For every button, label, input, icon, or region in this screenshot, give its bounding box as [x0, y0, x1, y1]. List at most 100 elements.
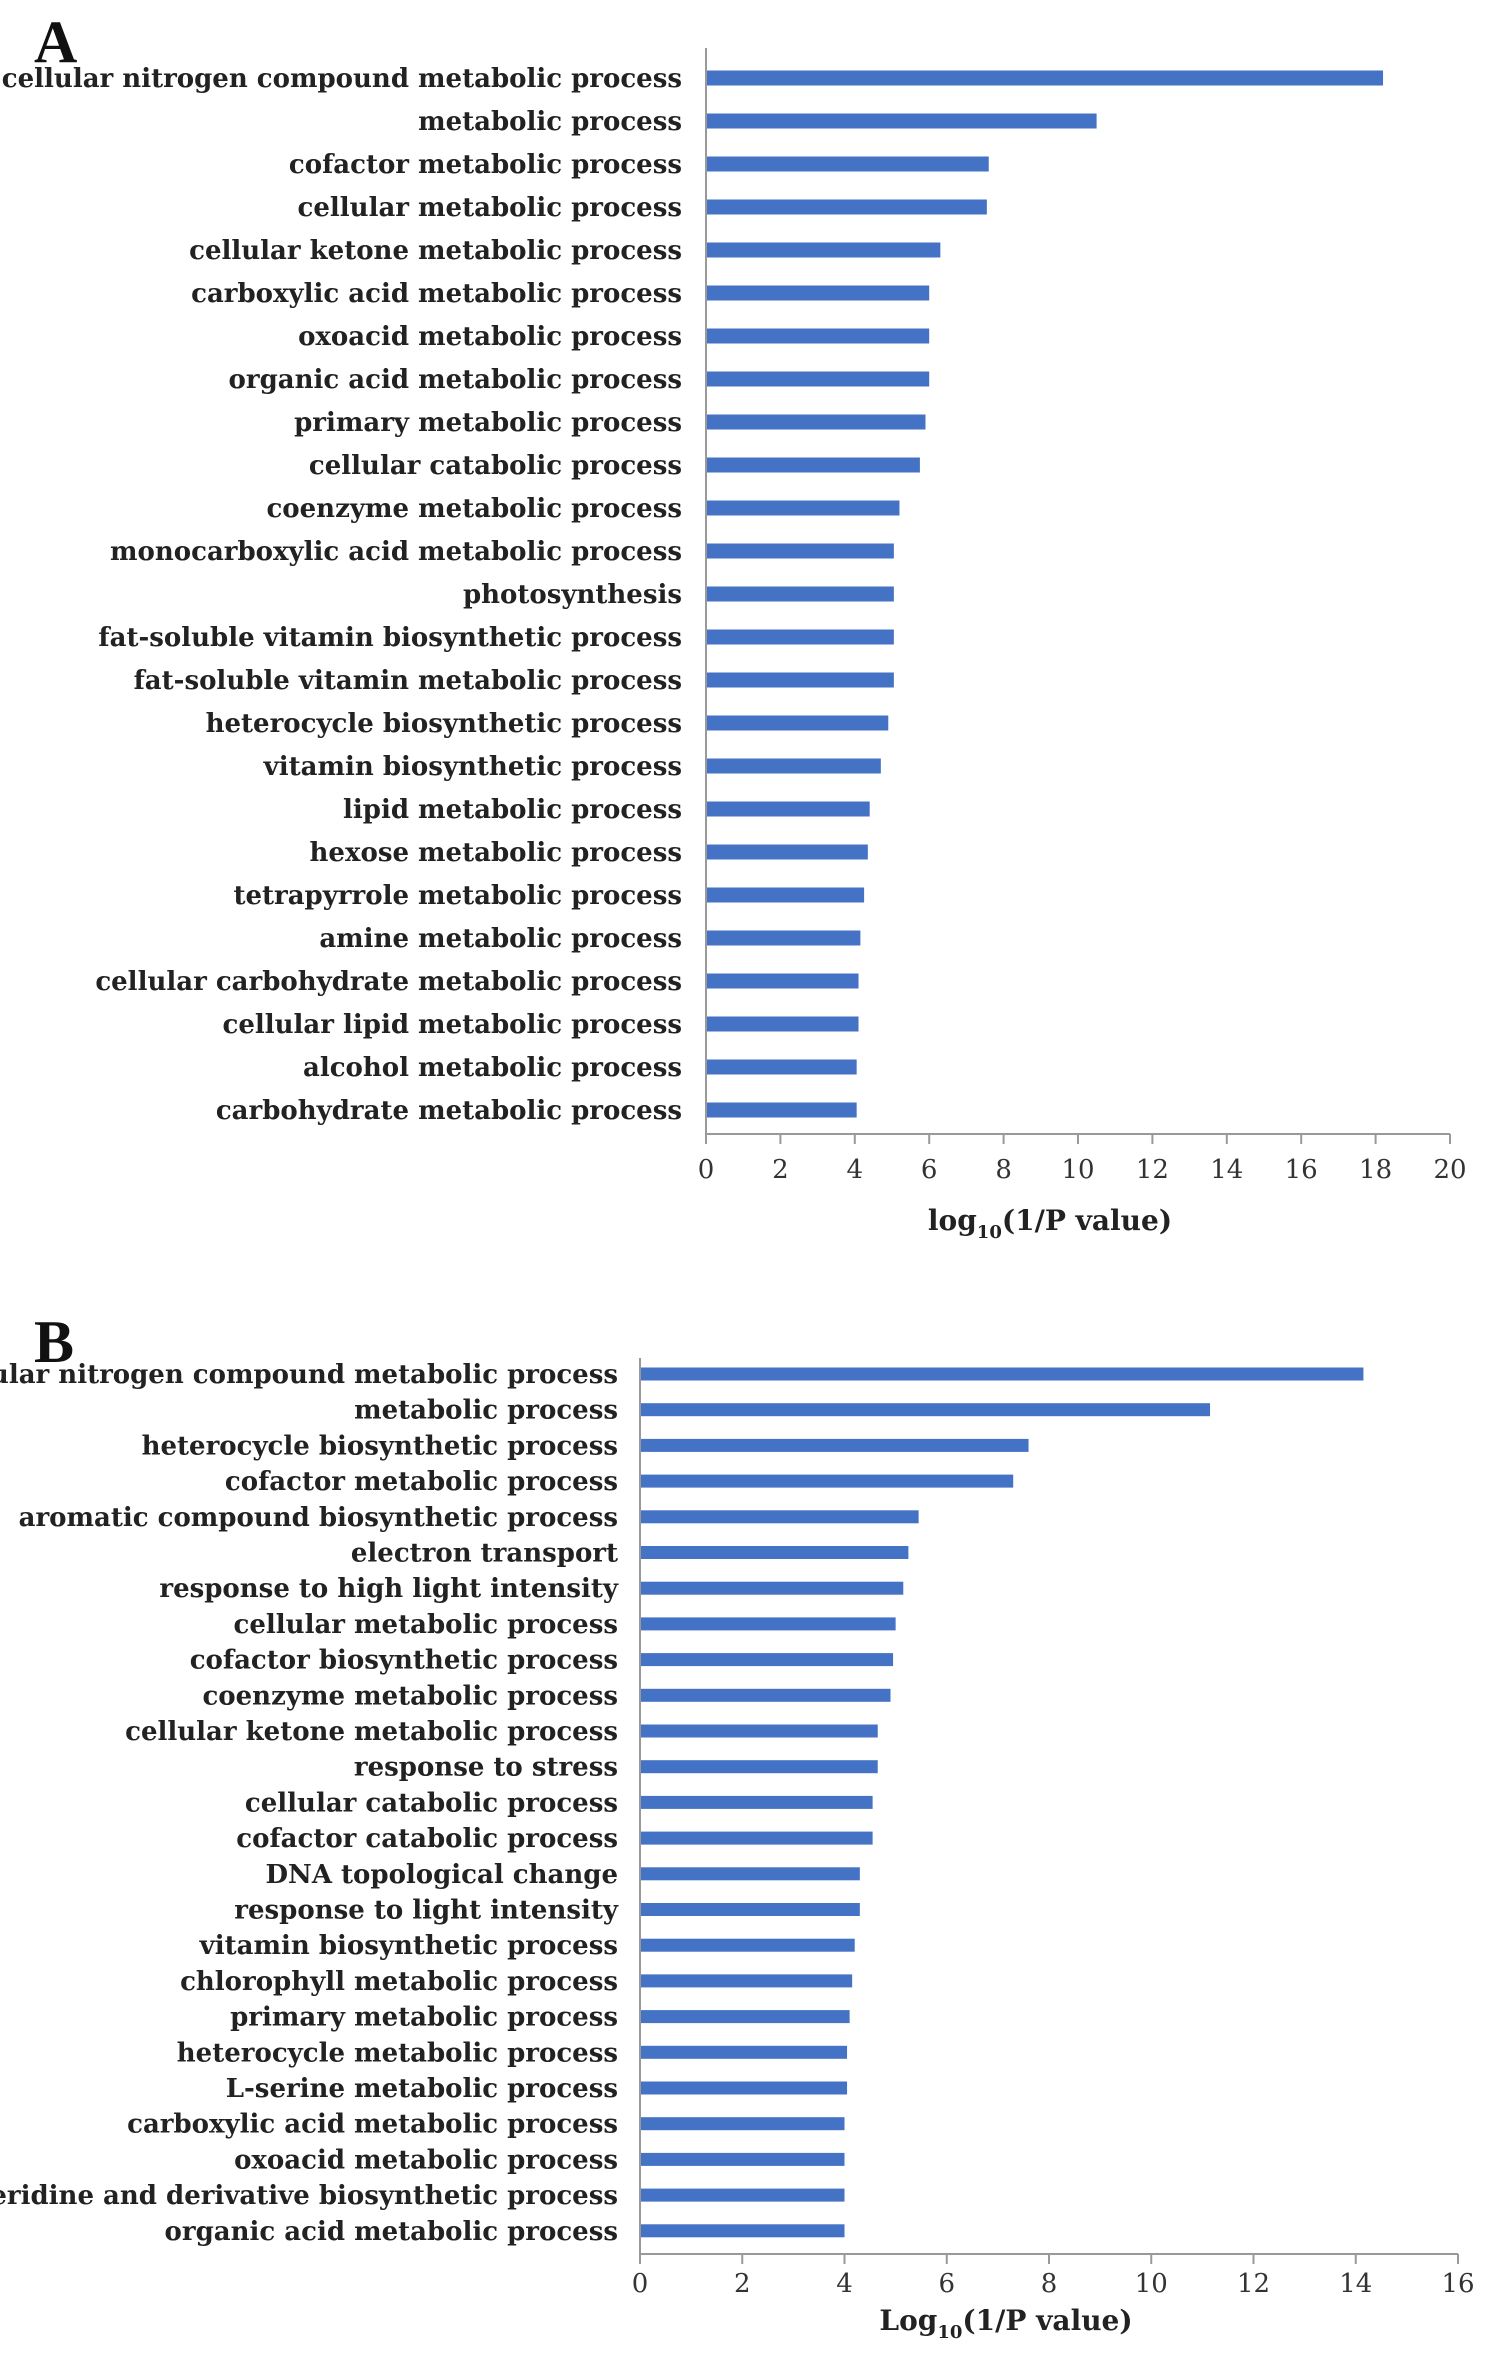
category-label: tetrapyrrole metabolic process — [233, 881, 682, 911]
category-label: fat-soluble vitamin biosynthetic process — [98, 623, 682, 653]
bar — [706, 844, 868, 860]
bar — [640, 1938, 855, 1952]
category-label: oxoacid metabolic process — [234, 2145, 618, 2175]
x-tick-label: 14 — [1210, 1155, 1243, 1185]
category-label: carboxylic acid metabolic process — [127, 2110, 618, 2140]
category-label: cofactor catabolic process — [236, 1824, 618, 1854]
category-label: DNA topological change — [266, 1860, 619, 1890]
bar — [640, 1724, 878, 1738]
x-tick-label: 12 — [1237, 2269, 1270, 2299]
x-tick-label: 4 — [836, 2269, 853, 2299]
category-label: response to light intensity — [234, 1896, 619, 1926]
category-label: cofactor biosynthetic process — [190, 1646, 618, 1676]
category-label: hexose metabolic process — [310, 838, 682, 868]
bar — [640, 1688, 891, 1702]
category-label: heterocycle biosynthetic process — [206, 709, 682, 739]
bar — [640, 2010, 850, 2024]
x-tick-label: 16 — [1441, 2269, 1474, 2299]
bar — [706, 242, 941, 258]
bar — [640, 2188, 845, 2202]
x-tick-label: 18 — [1359, 1155, 1392, 1185]
bar — [640, 1795, 873, 1809]
bar — [640, 1367, 1364, 1381]
bar — [706, 887, 865, 903]
bar — [706, 113, 1097, 129]
panel-label: A — [34, 9, 77, 75]
bar — [640, 1653, 894, 1667]
category-label: aromatic compound biosynthetic process — [19, 1503, 618, 1533]
bar — [640, 1867, 860, 1881]
bar — [640, 2117, 845, 2131]
x-tick-label: 0 — [632, 2269, 649, 2299]
bar — [640, 1831, 873, 1845]
bar — [706, 500, 900, 516]
bar — [706, 285, 930, 301]
bar — [706, 715, 889, 731]
bar — [706, 1102, 857, 1118]
bar — [706, 199, 987, 215]
category-label: cellular ketone metabolic process — [125, 1717, 618, 1747]
category-label: vitamin biosynthetic process — [199, 1931, 618, 1961]
category-label: response to stress — [354, 1753, 618, 1783]
bar — [706, 457, 920, 473]
category-label: cellular nitrogen compound metabolic pro… — [0, 1360, 618, 1390]
category-label: cellular nitrogen compound metabolic pro… — [2, 64, 682, 94]
category-label: coenzyme metabolic process — [202, 1681, 618, 1711]
x-tick-label: 6 — [938, 2269, 955, 2299]
category-label: coenzyme metabolic process — [266, 494, 682, 524]
bar — [640, 1546, 909, 1559]
category-label: response to high light intensity — [159, 1574, 619, 1604]
x-tick-label: 8 — [1041, 2269, 1058, 2299]
bar — [706, 973, 859, 989]
category-label: monocarboxylic acid metabolic process — [110, 537, 682, 567]
category-label: carbohydrate metabolic process — [216, 1096, 682, 1126]
category-label: cofactor metabolic process — [225, 1467, 618, 1497]
x-tick-label: 6 — [921, 1155, 938, 1185]
x-axis-label: Log10(1/P value) — [879, 2304, 1132, 2343]
category-label: cofactor metabolic process — [289, 150, 682, 180]
panel-label: B — [34, 1309, 74, 1375]
category-label: organic acid metabolic process — [229, 365, 682, 395]
bar — [706, 70, 1384, 86]
x-axis-label: log10(1/P value) — [928, 1204, 1172, 1243]
bar — [706, 586, 894, 602]
category-label: cellular lipid metabolic process — [223, 1010, 682, 1040]
bar — [706, 371, 930, 387]
category-label: oxoacid metabolic process — [298, 322, 682, 352]
bar — [640, 1903, 860, 1916]
bar — [706, 543, 894, 559]
bar — [640, 1760, 878, 1774]
x-tick-label: 20 — [1433, 1155, 1466, 1185]
bar — [640, 1974, 853, 1988]
bar — [640, 1510, 919, 1524]
category-label: metabolic process — [354, 1396, 618, 1426]
bar — [640, 1474, 1014, 1488]
x-tick-label: 2 — [734, 2269, 751, 2299]
bar — [640, 1403, 1211, 1417]
category-label: metabolic process — [418, 107, 682, 137]
x-tick-label: 14 — [1339, 2269, 1372, 2299]
bar — [706, 629, 894, 645]
bar — [640, 1438, 1029, 1452]
category-label: vitamin biosynthetic process — [263, 752, 682, 782]
category-label: cellular metabolic process — [298, 193, 682, 223]
x-tick-label: 16 — [1285, 1155, 1318, 1185]
bar — [706, 801, 870, 817]
category-label: cellular ketone metabolic process — [189, 236, 682, 266]
bar — [706, 672, 894, 688]
x-tick-label: 0 — [698, 1155, 715, 1185]
category-label: heterocycle biosynthetic process — [142, 1431, 618, 1461]
category-label: cellular carbohydrate metabolic process — [95, 967, 682, 997]
category-label: electron transport — [351, 1539, 618, 1569]
category-label: cellular metabolic process — [234, 1610, 618, 1640]
category-label: primary metabolic process — [294, 408, 682, 438]
category-label: pteridine and derivative biosynthetic pr… — [0, 2181, 618, 2211]
x-tick-label: 12 — [1136, 1155, 1169, 1185]
category-label: lipid metabolic process — [343, 795, 682, 825]
bar — [640, 2081, 848, 2095]
category-label: amine metabolic process — [319, 924, 682, 954]
category-label: cellular catabolic process — [309, 451, 682, 481]
x-tick-label: 10 — [1061, 1155, 1094, 1185]
bar — [706, 414, 926, 430]
